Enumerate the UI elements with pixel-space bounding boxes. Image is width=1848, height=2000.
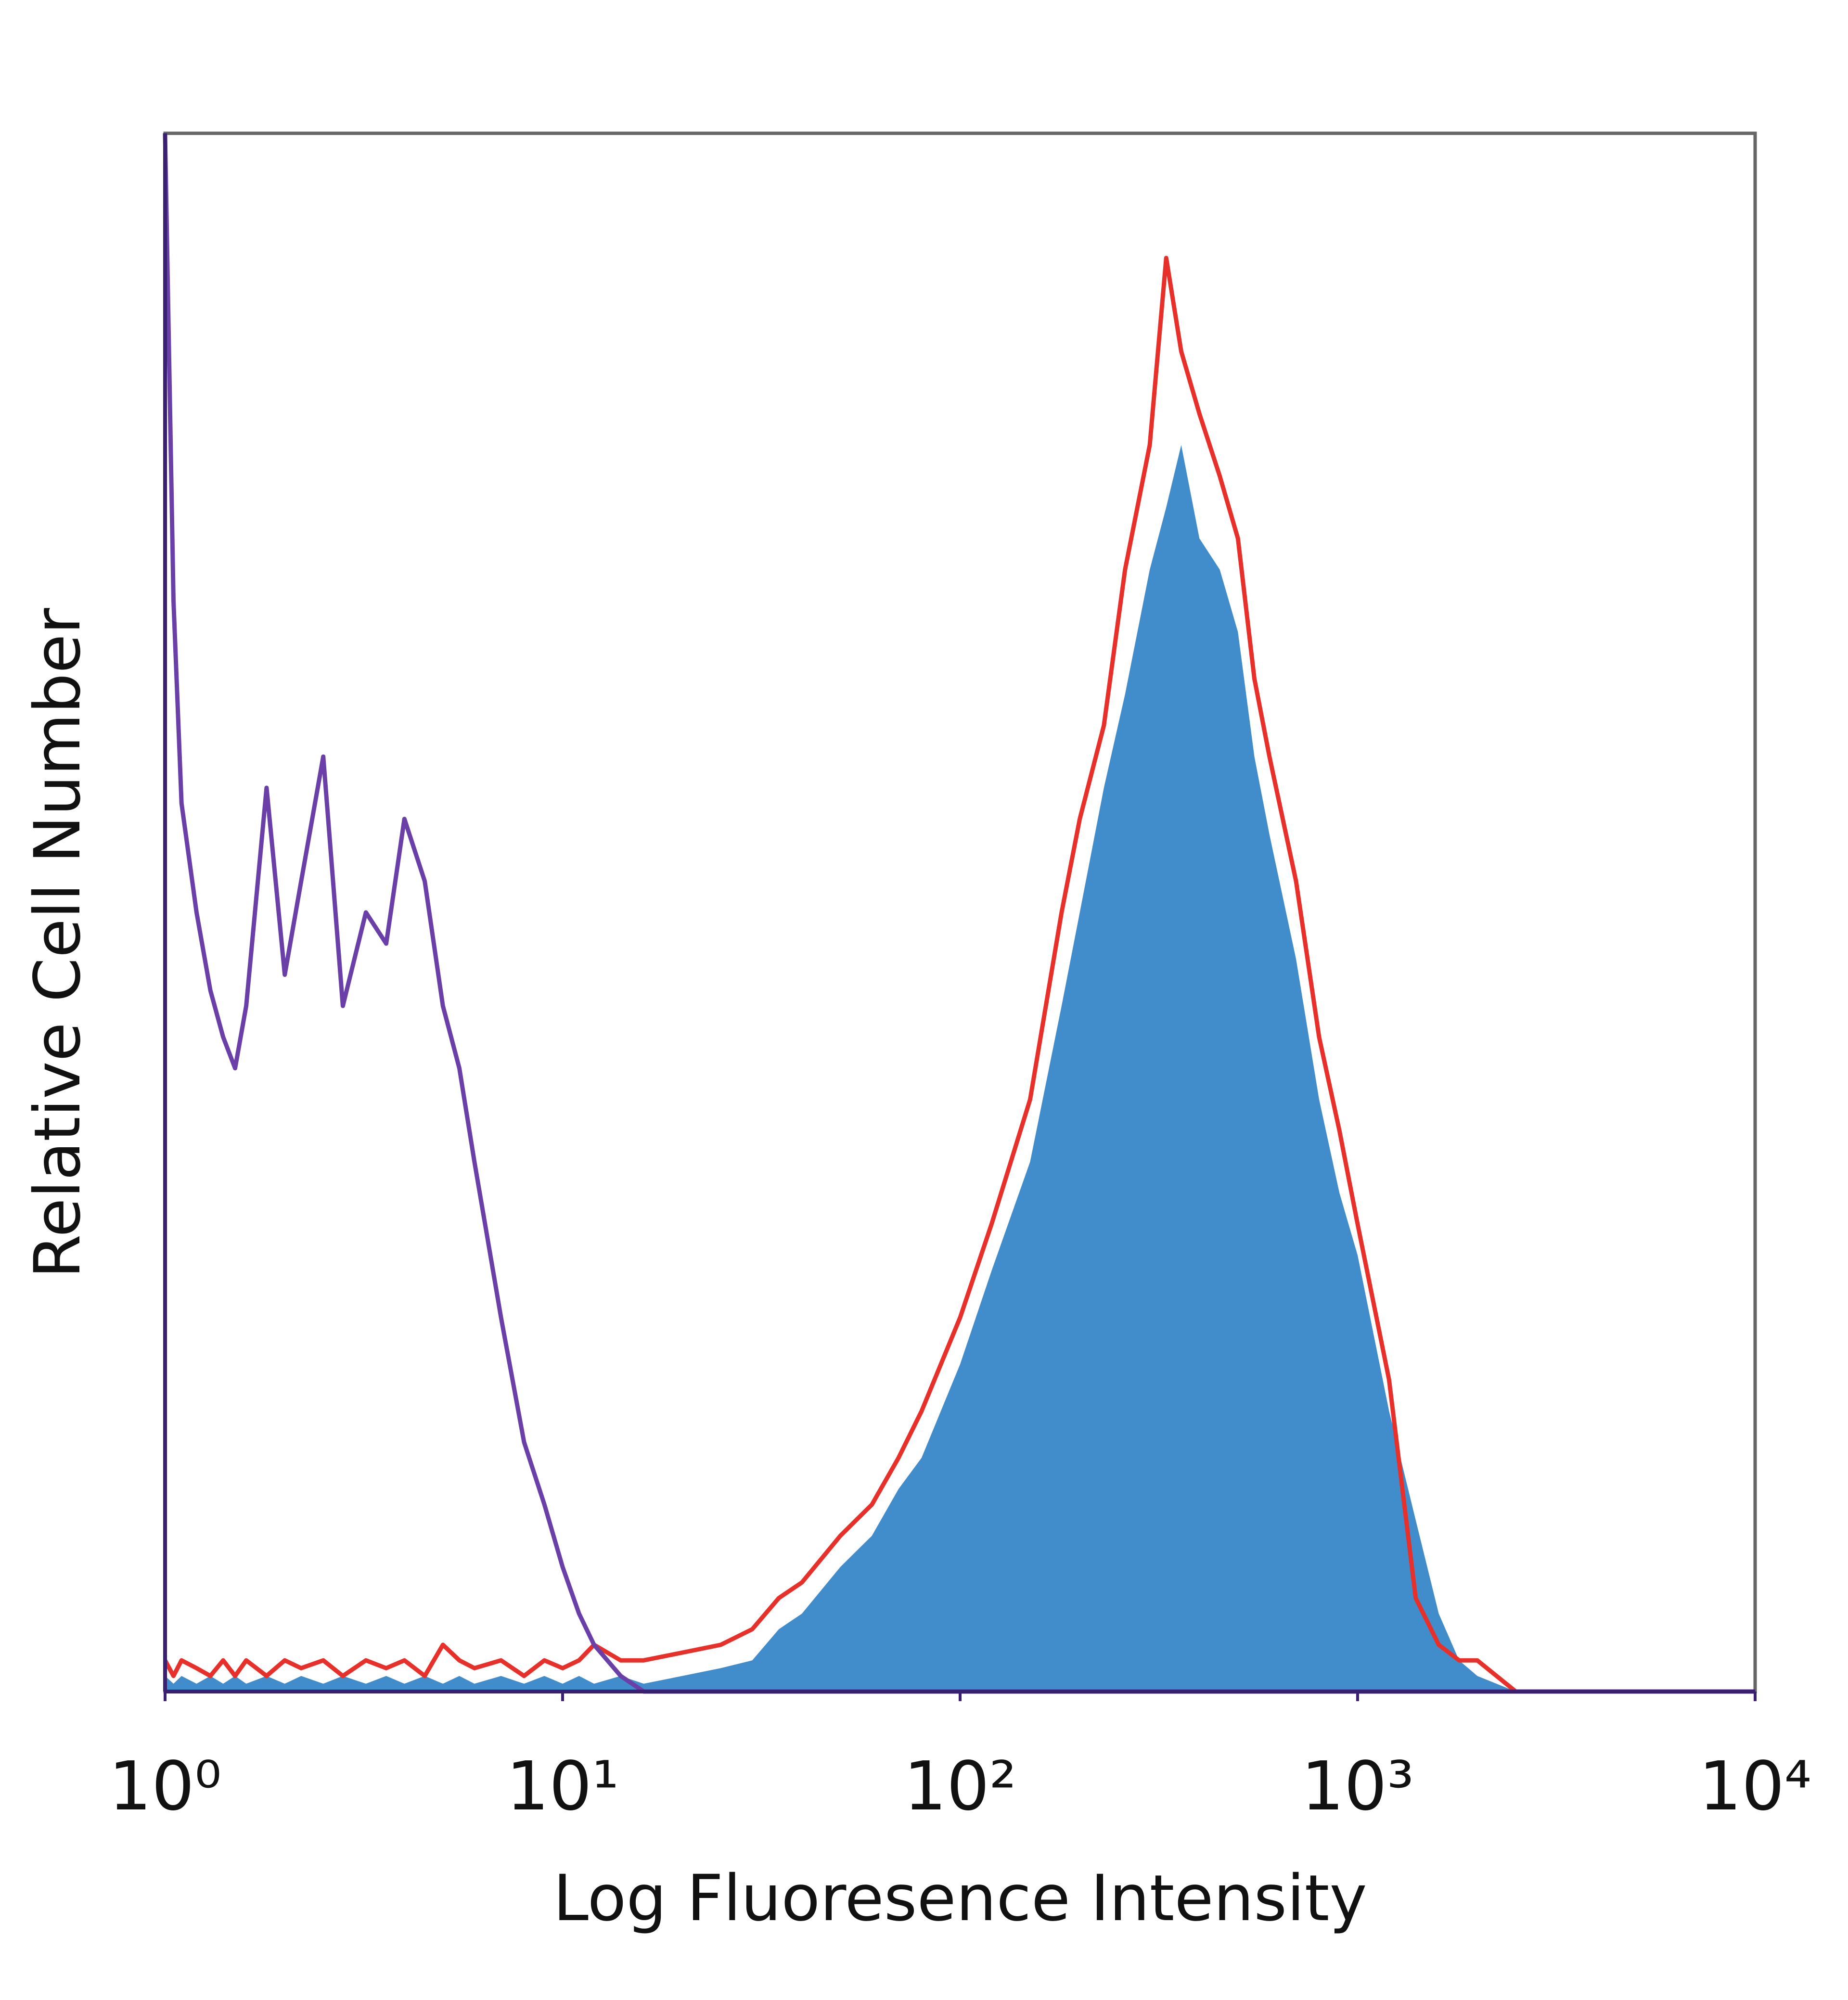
- y-axis-title: Relative Cell Number: [21, 608, 95, 1279]
- x-tick-label: 10³: [1301, 1747, 1414, 1826]
- x-tick-label: 10⁰: [109, 1747, 221, 1826]
- area: [165, 445, 1755, 1692]
- x-tick-label: 10⁴: [1699, 1747, 1811, 1826]
- x-tick-label: 10²: [904, 1747, 1016, 1826]
- x-tick-label: 10¹: [506, 1747, 619, 1826]
- x-axis-title: Log Fluoresence Intensity: [553, 1861, 1367, 1936]
- line: [163, 256, 1755, 1694]
